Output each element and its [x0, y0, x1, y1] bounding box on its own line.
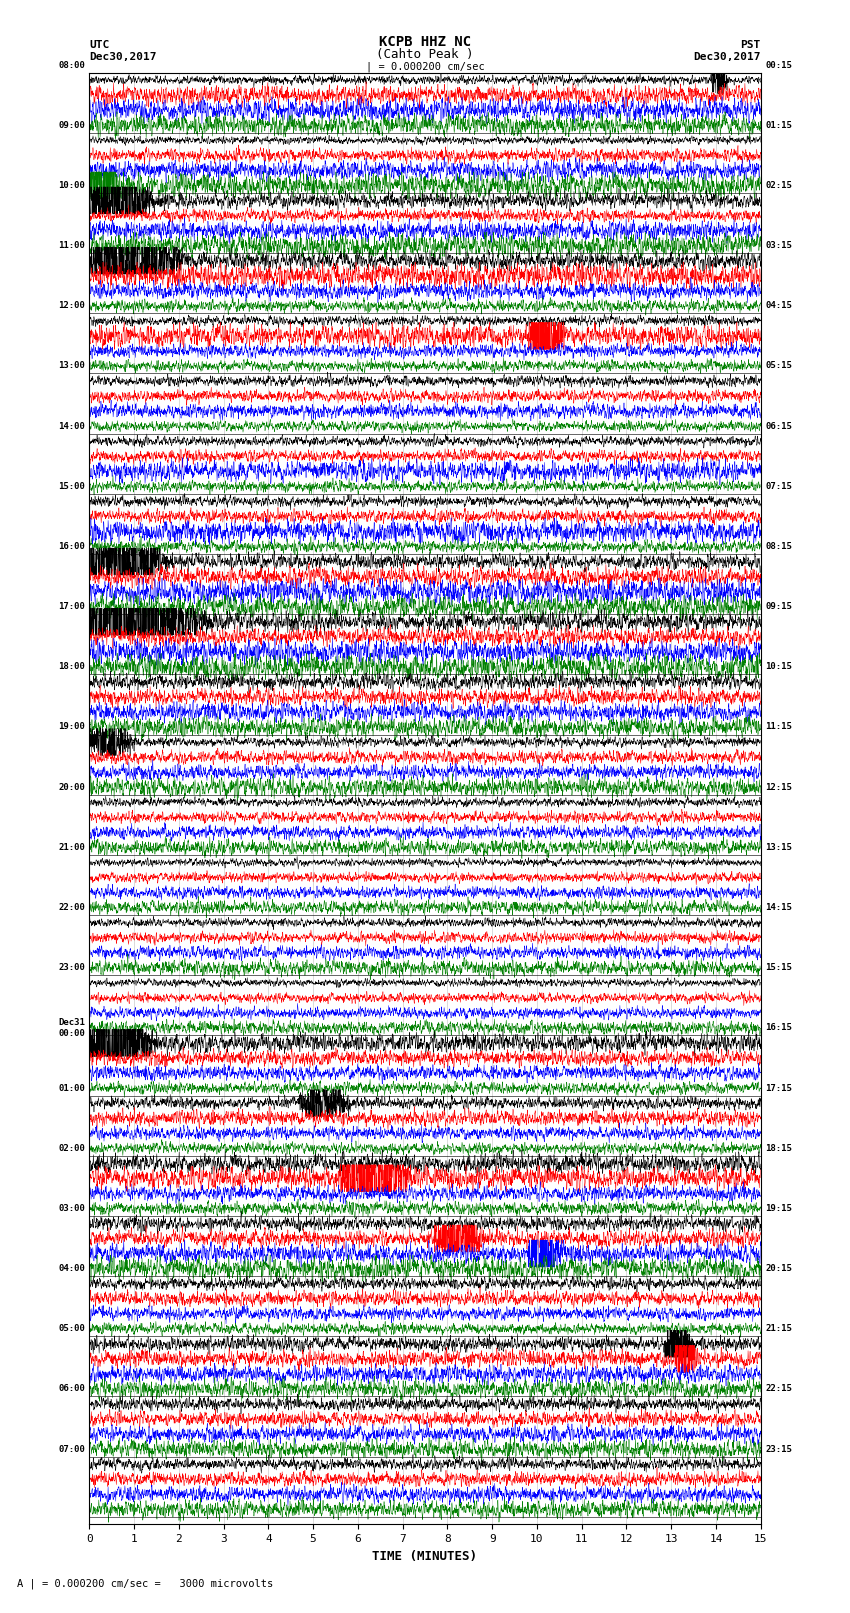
- Text: 09:00: 09:00: [58, 121, 85, 129]
- Text: 09:15: 09:15: [765, 602, 792, 611]
- Text: 15:00: 15:00: [58, 482, 85, 490]
- Text: 11:00: 11:00: [58, 240, 85, 250]
- Text: 12:15: 12:15: [765, 782, 792, 792]
- Text: 16:15: 16:15: [765, 1023, 792, 1032]
- Text: 01:00: 01:00: [58, 1084, 85, 1092]
- Text: 13:15: 13:15: [765, 844, 792, 852]
- Text: Dec30,2017: Dec30,2017: [89, 52, 156, 61]
- Text: 19:15: 19:15: [765, 1203, 792, 1213]
- Text: 02:15: 02:15: [765, 181, 792, 190]
- Text: 19:00: 19:00: [58, 723, 85, 731]
- Text: Dec31
00:00: Dec31 00:00: [58, 1018, 85, 1037]
- Text: 22:00: 22:00: [58, 903, 85, 911]
- Text: 21:15: 21:15: [765, 1324, 792, 1334]
- Text: 08:00: 08:00: [58, 61, 85, 69]
- Text: 18:00: 18:00: [58, 663, 85, 671]
- Text: 23:00: 23:00: [58, 963, 85, 973]
- Text: Dec30,2017: Dec30,2017: [694, 52, 761, 61]
- Text: 22:15: 22:15: [765, 1384, 792, 1394]
- Text: 10:15: 10:15: [765, 663, 792, 671]
- Text: 13:00: 13:00: [58, 361, 85, 371]
- Text: KCPB HHZ NC: KCPB HHZ NC: [379, 35, 471, 50]
- Text: 15:15: 15:15: [765, 963, 792, 973]
- Text: 17:15: 17:15: [765, 1084, 792, 1092]
- X-axis label: TIME (MINUTES): TIME (MINUTES): [372, 1550, 478, 1563]
- Text: UTC: UTC: [89, 40, 110, 50]
- Text: 10:00: 10:00: [58, 181, 85, 190]
- Text: 04:00: 04:00: [58, 1265, 85, 1273]
- Text: 18:15: 18:15: [765, 1144, 792, 1153]
- Text: 07:15: 07:15: [765, 482, 792, 490]
- Text: 02:00: 02:00: [58, 1144, 85, 1153]
- Text: 20:15: 20:15: [765, 1265, 792, 1273]
- Text: 04:15: 04:15: [765, 302, 792, 310]
- Text: 03:00: 03:00: [58, 1203, 85, 1213]
- Text: | = 0.000200 cm/sec: | = 0.000200 cm/sec: [366, 61, 484, 73]
- Text: 05:15: 05:15: [765, 361, 792, 371]
- Text: 14:15: 14:15: [765, 903, 792, 911]
- Text: 07:00: 07:00: [58, 1445, 85, 1453]
- Text: 11:15: 11:15: [765, 723, 792, 731]
- Text: (Cahto Peak ): (Cahto Peak ): [377, 48, 473, 61]
- Text: 12:00: 12:00: [58, 302, 85, 310]
- Text: 14:00: 14:00: [58, 421, 85, 431]
- Text: 23:15: 23:15: [765, 1445, 792, 1453]
- Text: PST: PST: [740, 40, 761, 50]
- Text: 00:15: 00:15: [765, 61, 792, 69]
- Text: 20:00: 20:00: [58, 782, 85, 792]
- Text: 16:00: 16:00: [58, 542, 85, 552]
- Text: 05:00: 05:00: [58, 1324, 85, 1334]
- Text: 21:00: 21:00: [58, 844, 85, 852]
- Text: 17:00: 17:00: [58, 602, 85, 611]
- Text: 08:15: 08:15: [765, 542, 792, 552]
- Text: A | = 0.000200 cm/sec =   3000 microvolts: A | = 0.000200 cm/sec = 3000 microvolts: [17, 1578, 273, 1589]
- Text: 01:15: 01:15: [765, 121, 792, 129]
- Text: 06:00: 06:00: [58, 1384, 85, 1394]
- Text: 03:15: 03:15: [765, 240, 792, 250]
- Text: 06:15: 06:15: [765, 421, 792, 431]
